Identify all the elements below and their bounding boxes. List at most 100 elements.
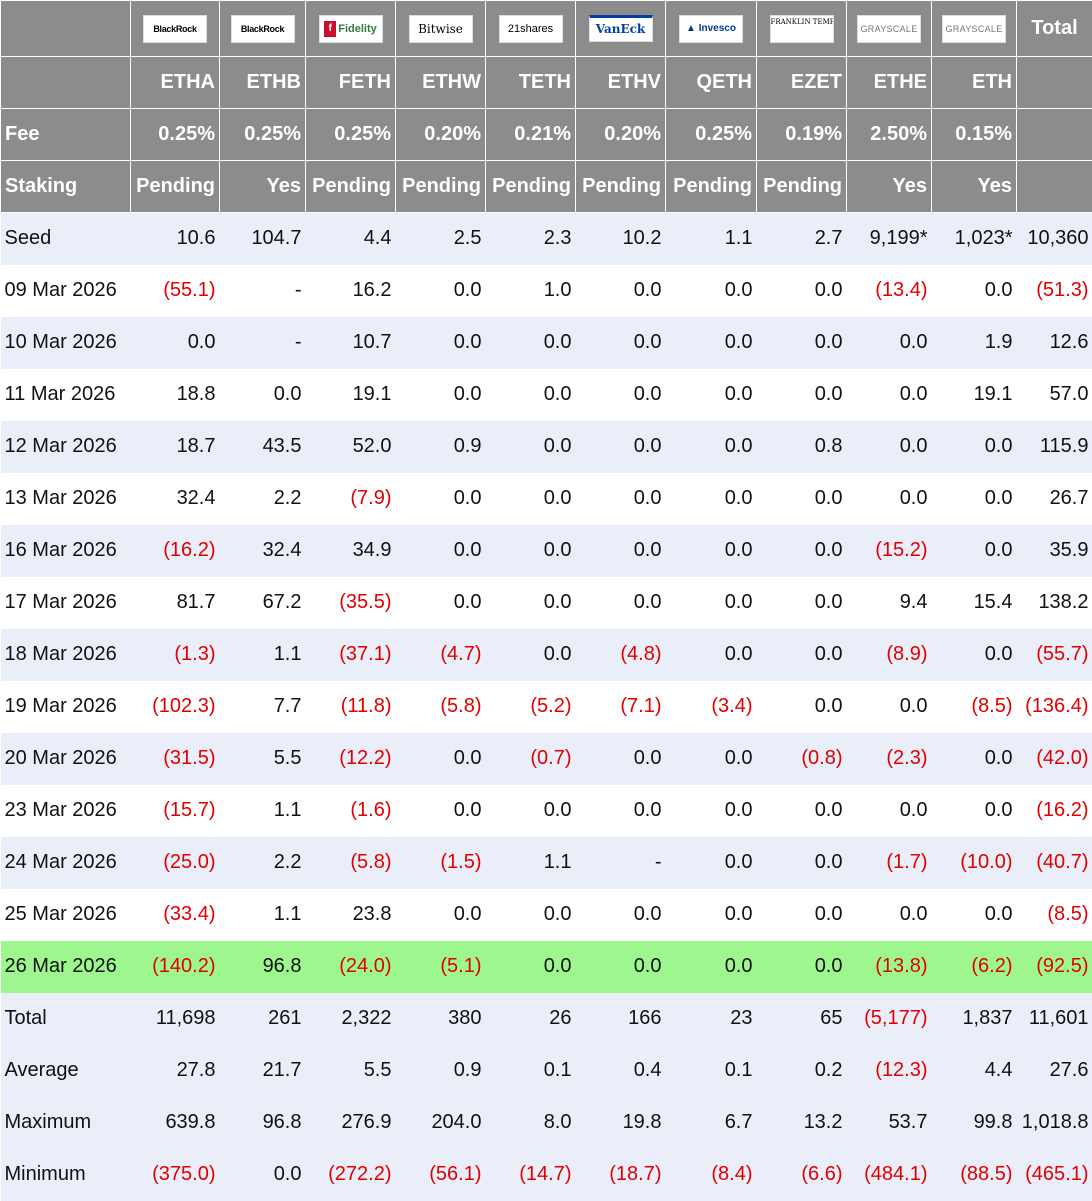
flow-value-cell: (8.4)	[666, 1149, 757, 1201]
flow-value-cell: (15.2)	[847, 525, 932, 577]
fee-cell: 0.20%	[576, 109, 666, 161]
ticker-cell: ETHB	[220, 57, 306, 109]
row-label: 16 Mar 2026	[1, 525, 131, 577]
ticker-cell: ETHE	[847, 57, 932, 109]
flow-value-cell: 1.1	[220, 785, 306, 837]
flow-value-cell: (4.7)	[396, 629, 486, 681]
total-value-cell: 1,018.8	[1017, 1097, 1092, 1149]
flow-value-cell: (13.8)	[847, 941, 932, 993]
flow-value-cell: 1.1	[220, 629, 306, 681]
flow-value-cell: 34.9	[306, 525, 396, 577]
flow-value-cell: 0.0	[576, 369, 666, 421]
row-label: Total	[1, 993, 131, 1045]
flow-value-cell: 2.2	[220, 837, 306, 889]
row-label: 11 Mar 2026	[1, 369, 131, 421]
flow-value-cell: 0.0	[666, 525, 757, 577]
flow-value-cell: 0.0	[757, 681, 847, 733]
flow-value-cell: 96.8	[220, 941, 306, 993]
grayscale-logo-icon: GRAYSCALE	[857, 15, 921, 43]
row-label: 20 Mar 2026	[1, 733, 131, 785]
flow-value-cell: (18.7)	[576, 1149, 666, 1201]
flow-value-cell: (2.3)	[847, 733, 932, 785]
total-value-cell: 26.7	[1017, 473, 1092, 525]
total-value-cell: (42.0)	[1017, 733, 1092, 785]
total-value-cell: 10,360	[1017, 213, 1092, 265]
fee-cell: 0.19%	[757, 109, 847, 161]
fee-cell: 0.25%	[220, 109, 306, 161]
flow-value-cell: (10.0)	[932, 837, 1017, 889]
flow-value-cell: 380	[396, 993, 486, 1045]
flow-value-cell: 0.0	[847, 681, 932, 733]
row-label: 09 Mar 2026	[1, 265, 131, 317]
flow-value-cell: (5.2)	[486, 681, 576, 733]
flow-value-cell: 16.2	[306, 265, 396, 317]
flow-value-cell: 1.9	[932, 317, 1017, 369]
flow-value-cell: 0.4	[576, 1045, 666, 1097]
flow-value-cell: 9.4	[847, 577, 932, 629]
flow-value-cell: 65	[757, 993, 847, 1045]
flow-value-cell: 0.0	[666, 577, 757, 629]
ticker-row: ETHA ETHB FETH ETHW TETH ETHV QETH EZET …	[1, 57, 1092, 109]
row-label: Seed	[1, 213, 131, 265]
flow-value-cell: 32.4	[131, 473, 220, 525]
flow-value-cell: 19.1	[932, 369, 1017, 421]
flow-value-cell: (3.4)	[666, 681, 757, 733]
flow-value-cell: 0.0	[396, 577, 486, 629]
row-label: 25 Mar 2026	[1, 889, 131, 941]
staking-cell: Pending	[486, 161, 576, 213]
flow-value-cell: 0.0	[576, 941, 666, 993]
staking-cell: Pending	[757, 161, 847, 213]
flow-value-cell: 0.0	[486, 629, 576, 681]
flow-value-cell: 0.0	[932, 889, 1017, 941]
flow-value-cell: (14.7)	[486, 1149, 576, 1201]
flow-value-cell: (37.1)	[306, 629, 396, 681]
flow-value-cell: 0.0	[220, 1149, 306, 1201]
flow-value-cell: 0.0	[486, 785, 576, 837]
issuer-logo-cell: BlackRock	[220, 1, 306, 57]
flow-value-cell: 0.0	[396, 525, 486, 577]
flow-value-cell: 1,837	[932, 993, 1017, 1045]
issuer-logo-cell: BlackRock	[131, 1, 220, 57]
flow-value-cell: 0.0	[932, 525, 1017, 577]
flow-value-cell: 0.0	[396, 785, 486, 837]
flow-value-cell: (1.5)	[396, 837, 486, 889]
total-value-cell: 115.9	[1017, 421, 1092, 473]
flow-value-cell: 0.0	[576, 473, 666, 525]
flow-value-cell: 13.2	[757, 1097, 847, 1149]
flow-value-cell: (0.8)	[757, 733, 847, 785]
flow-value-cell: 99.8	[932, 1097, 1017, 1149]
flow-value-cell: 1.1	[486, 837, 576, 889]
blackrock-logo-icon: BlackRock	[231, 15, 295, 43]
ticker-cell: FETH	[306, 57, 396, 109]
total-value-cell: (40.7)	[1017, 837, 1092, 889]
flow-value-cell: (1.6)	[306, 785, 396, 837]
flow-value-cell: 0.0	[666, 837, 757, 889]
row-label: 23 Mar 2026	[1, 785, 131, 837]
fee-cell: 0.25%	[306, 109, 396, 161]
flow-value-cell: 53.7	[847, 1097, 932, 1149]
flow-value-cell: 0.0	[220, 369, 306, 421]
issuer-logo-cell: Bitwise	[396, 1, 486, 57]
flow-value-cell: 0.0	[847, 317, 932, 369]
flow-value-cell: (1.3)	[131, 629, 220, 681]
flow-value-cell: (484.1)	[847, 1149, 932, 1201]
flow-value-cell: (12.3)	[847, 1045, 932, 1097]
issuer-logo-cell: GRAYSCALE	[932, 1, 1017, 57]
flow-value-cell: 0.0	[666, 265, 757, 317]
flow-value-cell: 0.0	[847, 785, 932, 837]
flow-value-cell: (15.7)	[131, 785, 220, 837]
flow-value-cell: 23.8	[306, 889, 396, 941]
flow-value-cell: 8.0	[486, 1097, 576, 1149]
flow-value-cell: (88.5)	[932, 1149, 1017, 1201]
flow-value-cell: 0.0	[576, 421, 666, 473]
